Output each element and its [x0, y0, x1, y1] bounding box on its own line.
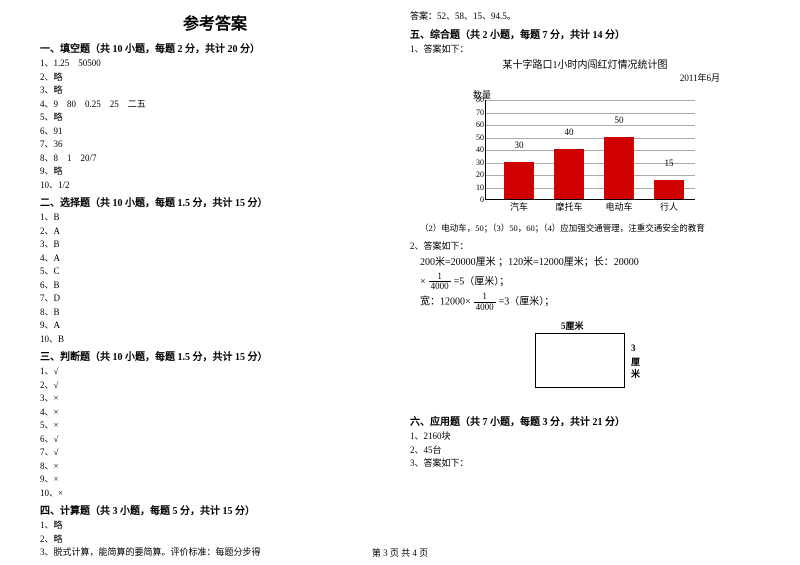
s1-10: 10、1/2: [40, 179, 390, 193]
left-column: 参考答案 一、填空题（共 10 小题，每题 2 分，共计 20 分） 1、1.2…: [40, 10, 390, 560]
s4-2: 2、略: [40, 533, 390, 547]
bar: [504, 162, 534, 200]
frac1-den: 4000: [429, 282, 451, 292]
s2-1: 1、B: [40, 211, 390, 225]
y-tick: 80: [468, 95, 484, 104]
y-tick: 50: [468, 133, 484, 142]
rectangle-diagram: 5厘米 3 厘 米: [515, 323, 655, 403]
s2-7: 7、D: [40, 292, 390, 306]
s2-10: 10、B: [40, 333, 390, 347]
s3-6: 6、√: [40, 433, 390, 447]
ml2a: 宽：12000×: [420, 297, 471, 308]
rect-box: [535, 333, 625, 388]
s1-5: 5、略: [40, 111, 390, 125]
s2-9: 9、A: [40, 319, 390, 333]
math-line-1b: ×14000=5（厘米）；: [420, 272, 760, 293]
top-answer-line: 答案：52、58、15、94.5。: [410, 10, 760, 24]
fraction-2: 14000: [474, 292, 496, 313]
s6-1: 1、2160块: [410, 430, 760, 444]
grid-line: [486, 100, 695, 101]
ml2b: =3（厘米）；: [499, 297, 555, 308]
s1-4: 4、9 80 0.25 25 二五: [40, 98, 390, 112]
fraction-1: 14000: [429, 272, 451, 293]
s1-3: 3、略: [40, 84, 390, 98]
grid-line: [486, 125, 695, 126]
s3-8: 8、×: [40, 460, 390, 474]
s5-2-lead: 2、答案如下：: [410, 240, 760, 254]
ml1b: =5（厘米）；: [454, 276, 510, 287]
chart-date: 2011年6月: [410, 71, 760, 84]
answer-key-title: 参考答案: [40, 10, 390, 34]
bar-chart: 数量 30405015 汽车摩托车电动车行人 01020304050607080: [455, 88, 715, 218]
s2-8: 8、B: [40, 306, 390, 320]
s6-2: 2、45台: [410, 444, 760, 458]
bar-value-label: 40: [554, 127, 584, 137]
s5-lead: 1、答案如下：: [410, 43, 760, 57]
rect-right-3: 米: [631, 367, 640, 380]
section3-head: 三、判断题（共 10 小题，每题 1.5 分，共计 15 分）: [40, 348, 390, 363]
y-tick: 10: [468, 183, 484, 192]
math-line-1: 200米=20000厘米 ；120米=12000厘米；长：20000: [420, 254, 760, 272]
s1-7: 7、36: [40, 138, 390, 152]
s2-6: 6、B: [40, 279, 390, 293]
y-tick: 0: [468, 195, 484, 204]
x-category-label: 电动车: [599, 200, 639, 213]
bar-value-label: 30: [504, 140, 534, 150]
right-column: 答案：52、58、15、94.5。 五、综合题（共 2 小题，每题 7 分，共计…: [410, 10, 760, 560]
s1-2: 2、略: [40, 71, 390, 85]
x-category-label: 行人: [649, 200, 689, 213]
y-tick: 70: [468, 108, 484, 117]
s2-3: 3、B: [40, 238, 390, 252]
s2-2: 2、A: [40, 225, 390, 239]
s3-5: 5、×: [40, 419, 390, 433]
rect-top-label: 5厘米: [561, 319, 584, 332]
grid-line: [486, 150, 695, 151]
s3-3: 3、×: [40, 392, 390, 406]
s3-9: 9、×: [40, 473, 390, 487]
grid-line: [486, 113, 695, 114]
s3-10: 10、×: [40, 487, 390, 501]
rect-right-1: 3: [631, 343, 636, 353]
section5-head: 五、综合题（共 2 小题，每题 7 分，共计 14 分）: [410, 26, 760, 41]
section6-head: 六、应用题（共 7 小题，每题 3 分，共计 21 分）: [410, 413, 760, 428]
s3-1: 1、√: [40, 365, 390, 379]
page-columns: 参考答案 一、填空题（共 10 小题，每题 2 分，共计 20 分） 1、1.2…: [0, 0, 800, 560]
page-footer: 第 3 页 共 4 页: [0, 546, 800, 559]
s4-1: 1、略: [40, 519, 390, 533]
s2-5: 5、C: [40, 265, 390, 279]
bar-value-label: 15: [654, 158, 684, 168]
section1-head: 一、填空题（共 10 小题，每题 2 分，共计 20 分）: [40, 40, 390, 55]
x-category-label: 摩托车: [549, 200, 589, 213]
section2-head: 二、选择题（共 10 小题，每题 1.5 分，共计 15 分）: [40, 194, 390, 209]
bar: [654, 180, 684, 199]
s3-2: 2、√: [40, 379, 390, 393]
y-tick: 60: [468, 120, 484, 129]
grid-line: [486, 138, 695, 139]
y-tick: 40: [468, 145, 484, 154]
section4-head: 四、计算题（共 3 小题，每题 5 分，共计 15 分）: [40, 502, 390, 517]
s1-9: 9、略: [40, 165, 390, 179]
bar: [554, 149, 584, 199]
math-line-2: 宽：12000×14000=3（厘米）；: [420, 292, 760, 313]
y-tick: 20: [468, 170, 484, 179]
bar-value-label: 50: [604, 115, 634, 125]
y-tick: 30: [468, 158, 484, 167]
frac2-den: 4000: [474, 303, 496, 313]
bar: [604, 137, 634, 200]
chart-note: （2）电动车，50；（3）50，60；（4）应加强交通管理，注重交通安全的教育: [420, 222, 760, 234]
s1-1: 1、1.25 50500: [40, 57, 390, 71]
s3-4: 4、×: [40, 406, 390, 420]
s1-6: 6、91: [40, 125, 390, 139]
s3-7: 7、√: [40, 446, 390, 460]
chart-title: 某十字路口1小时内闯红灯情况统计图: [410, 56, 760, 71]
ml1a: 200米=20000厘米 ；120米=12000厘米；长：20000: [420, 257, 639, 268]
s6-3: 3、答案如下：: [410, 457, 760, 471]
chart-axis-area: 30405015 汽车摩托车电动车行人 01020304050607080: [485, 100, 695, 200]
x-category-label: 汽车: [499, 200, 539, 213]
s1-8: 8、8 1 20/7: [40, 152, 390, 166]
s2-4: 4、A: [40, 252, 390, 266]
